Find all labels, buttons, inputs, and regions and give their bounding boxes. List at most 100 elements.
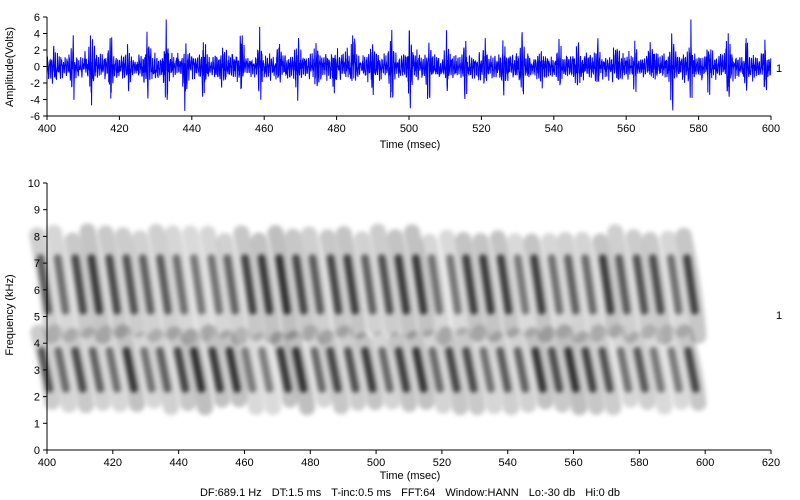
spectrogram-stripe-core [530,254,546,315]
y-tick-label: 10 [28,178,40,190]
y-tick-label: 8 [34,231,40,243]
spectrogram-parameters: DF:689.1 Hz DT:1.5 ms T-inc:0.5 ms FFT:64 Wi… [200,487,620,499]
spectrogram-stripe-core [616,346,633,393]
spectrogram-stripe-core [87,254,104,315]
x-tick-label: 540 [499,457,517,469]
waveform-panel: 400 420 440 460 480 500 520 540 560 580 600 6420-2… [4,12,782,151]
spectrogram-stripe-core [105,254,121,315]
spectrogram-stripe-core [173,346,190,393]
x-tick-label: 400 [38,123,56,135]
spectrogram-stripe-core [394,346,411,393]
spectrogram-stripe-core [479,254,495,315]
spectrogram-stripe-core [71,346,87,393]
y-tick-label: 6 [34,285,40,297]
y-tick-label: 4 [34,338,40,350]
x-tick-label: 500 [400,123,418,135]
spectrogram-stripe-core [531,346,547,393]
param-dt: DT:1.5 ms [272,487,322,499]
spectrogram-stripe-core [241,346,257,393]
spectrogram-stripe-core [257,254,274,315]
spectrogram-stripe-core [479,346,495,393]
spectrogram-stripe-core [513,346,530,393]
y-tick-label: 7 [34,258,40,270]
spectrogram-stripe-core [598,346,614,393]
spectrogram-image [29,223,707,416]
x-tick-label: 440 [183,123,201,135]
spectrogram-stripe-core [292,254,308,315]
spectrogram-stripe-core [564,254,580,315]
spectrogram-stripe-core [547,346,564,393]
x-tick-label: 460 [255,123,273,135]
x-tick-label: 560 [617,123,635,135]
spectrogram-stripe-core [683,254,699,315]
spectrogram-stripe-core [122,254,139,315]
param-lo: Lo:-30 db [529,487,575,499]
y-tick-label: -6 [30,111,40,123]
spectrogram-stripe-core [496,254,513,315]
y-tick-label: 4 [34,29,40,41]
spectrogram-stripe-core [462,254,478,315]
x-tick-label: 540 [545,123,563,135]
spectrogram-channel-label: 1 [776,310,782,322]
spectrogram-stripe-core [71,254,87,315]
spectrogram-stripe-core [462,346,478,393]
x-tick-label: 420 [104,457,122,469]
x-tick-label: 600 [762,123,780,135]
waveform-plot-area [46,19,772,111]
x-tick-label: 580 [689,123,707,135]
spectrogram-stripe-core [326,254,343,315]
y-tick-label: -2 [30,78,40,90]
x-tick-label: 420 [110,123,128,135]
spectrogram-stripe-core [138,254,155,315]
spectrogram-stripe-core [88,346,105,393]
y-tick-label: 9 [34,205,40,217]
spectrogram-stripe-core [412,346,428,393]
spectrogram-stripe-core [53,254,70,315]
spectrogram-plot-area [29,223,707,416]
spectrogram-stripe-core [428,346,444,393]
y-tick-label: -4 [30,95,40,107]
x-tick-label: 620 [762,457,780,469]
waveform-y-axis-label: Amplitude(Volts) [4,27,16,107]
spectrogram-y-axis-label: Frequency (kHz) [4,274,16,355]
spectrogram-stripe-core [598,254,615,315]
x-tick-label: 600 [696,457,714,469]
spectrogram-stripe-core [445,346,461,393]
spectrogram-stripe-core [190,254,206,315]
x-tick-label: 440 [169,457,187,469]
spectrogram-stripe-core [547,254,564,315]
spectrogram-stripe-core [632,254,649,315]
waveform-series-line [46,19,772,111]
spectrogram-stripe-core [378,254,394,315]
spectrogram-stripe-core [292,346,308,393]
spectrogram-stripe-core [581,346,597,393]
spectrogram-stripe-core [310,346,326,393]
param-fft: FFT:64 [401,487,435,499]
spectrogram-x-ticks: 400 420 440 460 480 500 520 540 560 580 600 620 [38,450,780,469]
y-tick-label: 2 [34,392,40,404]
spectrogram-stripe-core [648,254,665,315]
spectrogram-stripe-core [156,254,172,315]
spectrogram-stripe-core [343,254,360,315]
waveform-x-ticks: 400 420 440 460 480 500 520 540 560 580 600 [38,116,780,135]
spectrogram-stripe-core [308,254,325,315]
spectrogram-stripe-core [446,254,462,315]
spectrogram-stripe-core [172,254,189,315]
x-tick-label: 500 [367,457,385,469]
spectrogram-stripe-core [411,254,428,315]
spectrogram-x-axis-label: Time (msec) [380,470,441,482]
spectrogram-stripe-core [190,346,206,393]
y-tick-label: 1 [34,418,40,430]
spectrogram-stripe-core [241,254,257,315]
spectrogram-stripe-core [649,346,665,393]
x-tick-label: 460 [235,457,253,469]
spectrogram-stripe-core [667,254,683,315]
y-tick-label: 3 [34,365,40,377]
waveform-x-axis-label: Time (msec) [380,139,441,151]
spectrogram-stripe-core [667,346,683,393]
spectrogram-stripe-core [276,346,292,393]
spectrogram-stripe-core [361,346,377,393]
param-hi: Hi:0 db [585,487,620,499]
spectrogram-stripe-core [207,254,224,315]
x-tick-label: 400 [38,457,56,469]
